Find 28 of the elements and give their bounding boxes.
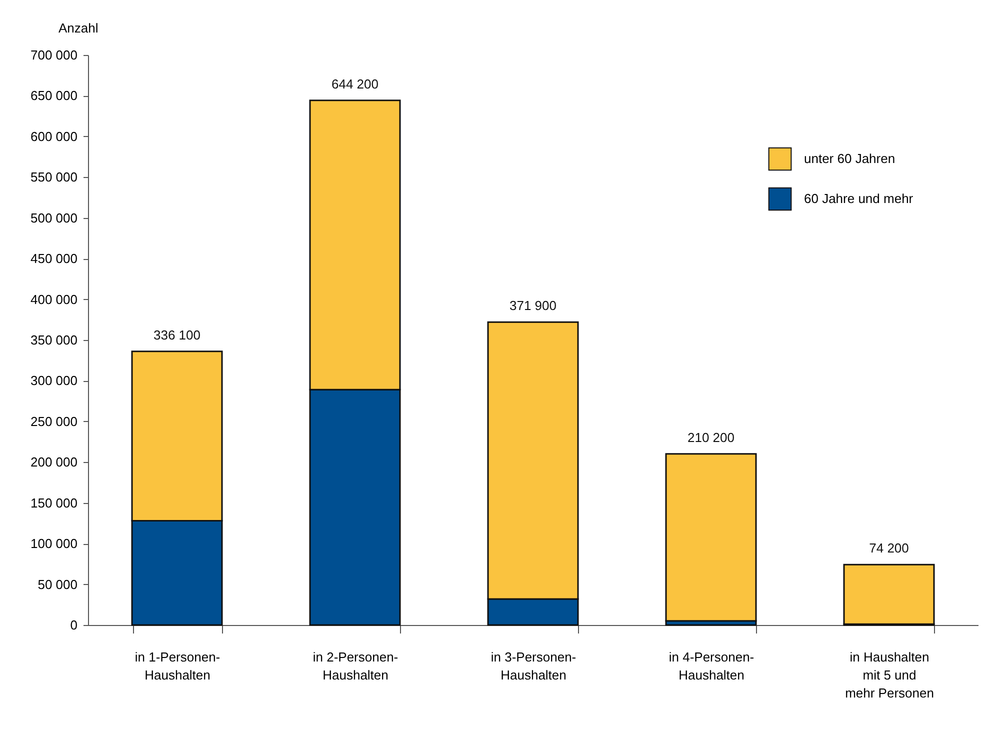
- x-tick-label: in 1-Personen- Haushalten: [134, 650, 220, 682]
- y-tick-label: 400 000: [30, 292, 78, 307]
- y-tick-label: 50 000: [38, 576, 78, 592]
- legend-label: unter 60 Jahren: [804, 151, 896, 166]
- y-tick-label: 650 000: [30, 88, 78, 104]
- y-tick-label: 300 000: [30, 373, 78, 388]
- y-axis-title: Anzahl: [58, 20, 98, 36]
- y-tick-label: 100 000: [30, 536, 78, 552]
- x-tick-label: in 4-Personen- Haushalten: [668, 650, 754, 682]
- y-tick-label: 0: [70, 618, 78, 632]
- x-tick-label: in Haushalten mit 5 und mehr Personen: [845, 650, 934, 700]
- y-tick-label: 150 000: [30, 495, 78, 510]
- y-tick-label: 250 000: [30, 414, 78, 429]
- y-tick-label: 700 000: [30, 48, 78, 62]
- total-label: 371 900: [510, 298, 556, 314]
- y-tick-label: 500 000: [30, 210, 78, 226]
- legend-label: 60 Jahre und mehr: [804, 191, 914, 206]
- total-label: 644 200: [332, 76, 378, 92]
- x-tick-label: in 2-Personen- Haushalten: [312, 650, 398, 682]
- total-label: 74 200: [869, 540, 909, 556]
- y-tick-label: 200 000: [30, 454, 78, 470]
- total-label: 336 100: [154, 327, 200, 342]
- y-tick-label: 600 000: [30, 128, 78, 144]
- x-tick-label: in 3-Personen- Haushalten: [490, 650, 576, 682]
- total-label: 210 200: [688, 430, 734, 445]
- y-tick-label: 350 000: [30, 332, 78, 348]
- y-tick-label: 450 000: [30, 251, 78, 266]
- y-tick-label: 550 000: [30, 170, 78, 185]
